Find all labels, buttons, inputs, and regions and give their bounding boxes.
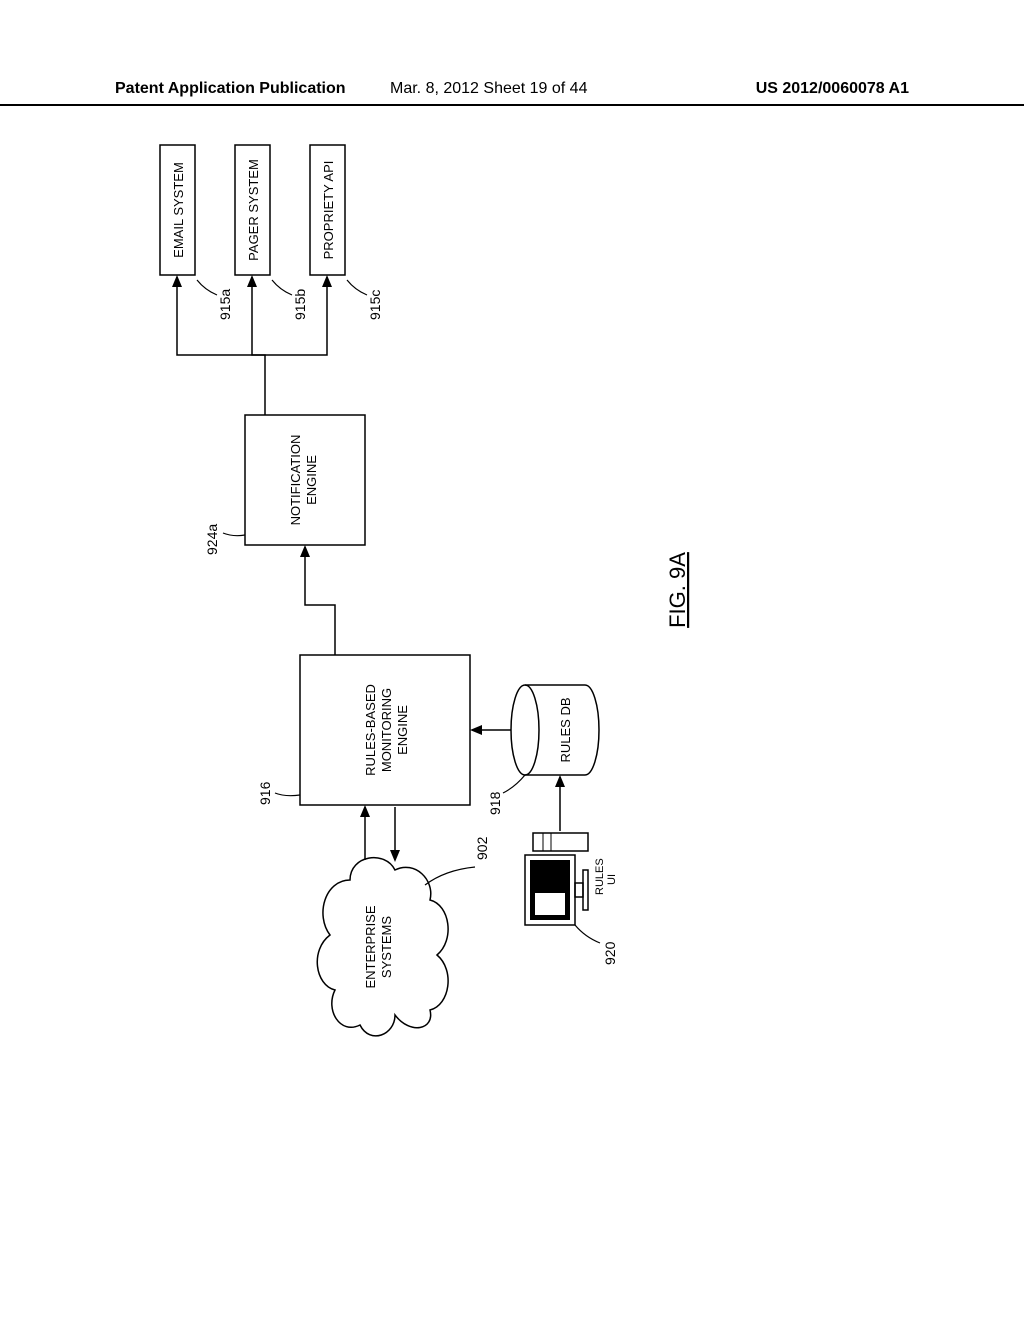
pager-system-box: PAGER SYSTEM	[235, 145, 270, 275]
notification-line1: NOTIFICATION	[288, 435, 303, 526]
api-label: PROPRIETY API	[321, 161, 336, 260]
figure-label: FIG. 9A	[665, 552, 690, 628]
monitoring-engine-box: RULES-BASED MONITORING ENGINE	[300, 655, 470, 805]
rulesui-label-line1: RULES	[594, 858, 606, 895]
figure-9a-diagram: ENTERPRISE SYSTEMS 902 RULES-BASED MONIT…	[35, 285, 985, 1065]
ref-915b: 915b	[292, 289, 308, 320]
edge-notification-to-pager	[252, 277, 265, 355]
ref-916: 916	[257, 781, 273, 805]
enterprise-systems-cloud: ENTERPRISE SYSTEMS	[317, 858, 448, 1036]
ref-924a: 924a	[204, 524, 220, 555]
monitoring-line1: RULES-BASED	[363, 684, 378, 776]
ref-920-leader	[575, 925, 600, 943]
enterprise-label-line2: SYSTEMS	[379, 916, 394, 978]
rules-ui-computer: RULES UI	[525, 833, 618, 925]
patent-page: Patent Application Publication Mar. 8, 2…	[0, 0, 1024, 1320]
email-label: EMAIL SYSTEM	[171, 162, 186, 258]
monitoring-line3: ENGINE	[395, 705, 410, 755]
ref-915a-leader	[197, 280, 217, 295]
ref-915a: 915a	[217, 289, 233, 320]
ref-918-leader	[503, 775, 525, 793]
header-left: Patent Application Publication	[115, 80, 346, 98]
notification-engine-box: NOTIFICATION ENGINE	[245, 415, 365, 545]
rulesdb-label: RULES DB	[558, 697, 573, 762]
monitoring-line2: MONITORING	[379, 688, 394, 772]
ref-915c: 915c	[367, 290, 383, 320]
email-system-box: EMAIL SYSTEM	[160, 145, 195, 275]
pager-label: PAGER SYSTEM	[246, 159, 261, 261]
enterprise-label-line1: ENTERPRISE	[363, 905, 378, 988]
notification-line2: ENGINE	[304, 455, 319, 505]
propriety-api-box: PROPRIETY API	[310, 145, 345, 275]
page-header: Patent Application Publication Mar. 8, 2…	[0, 80, 1024, 106]
edge-monitoring-to-notification	[305, 547, 335, 655]
ref-924a-leader	[223, 533, 245, 536]
ref-918: 918	[487, 791, 503, 815]
ref-902-leader	[425, 867, 475, 885]
ref-902: 902	[474, 836, 490, 860]
ref-915c-leader	[347, 280, 367, 295]
diagram-svg: ENTERPRISE SYSTEMS 902 RULES-BASED MONIT…	[35, 115, 815, 1065]
rulesui-label-line2: UI	[606, 874, 618, 885]
header-center: Mar. 8, 2012 Sheet 19 of 44	[390, 80, 587, 98]
ref-916-leader	[275, 793, 300, 796]
rules-db-cylinder: RULES DB	[511, 685, 599, 775]
ref-915b-leader	[272, 280, 292, 295]
header-right: US 2012/0060078 A1	[756, 80, 909, 98]
ref-920: 920	[602, 941, 618, 965]
